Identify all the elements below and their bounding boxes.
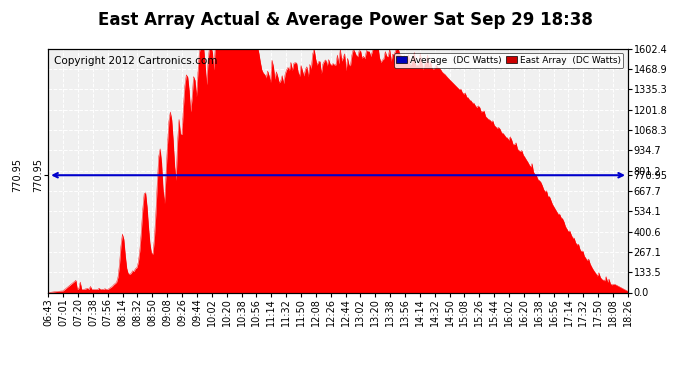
Text: East Array Actual & Average Power Sat Sep 29 18:38: East Array Actual & Average Power Sat Se… (97, 11, 593, 29)
Legend: Average  (DC Watts), East Array  (DC Watts): Average (DC Watts), East Array (DC Watts… (394, 53, 623, 68)
Text: Copyright 2012 Cartronics.com: Copyright 2012 Cartronics.com (54, 56, 217, 66)
Text: 770.95: 770.95 (12, 158, 22, 192)
